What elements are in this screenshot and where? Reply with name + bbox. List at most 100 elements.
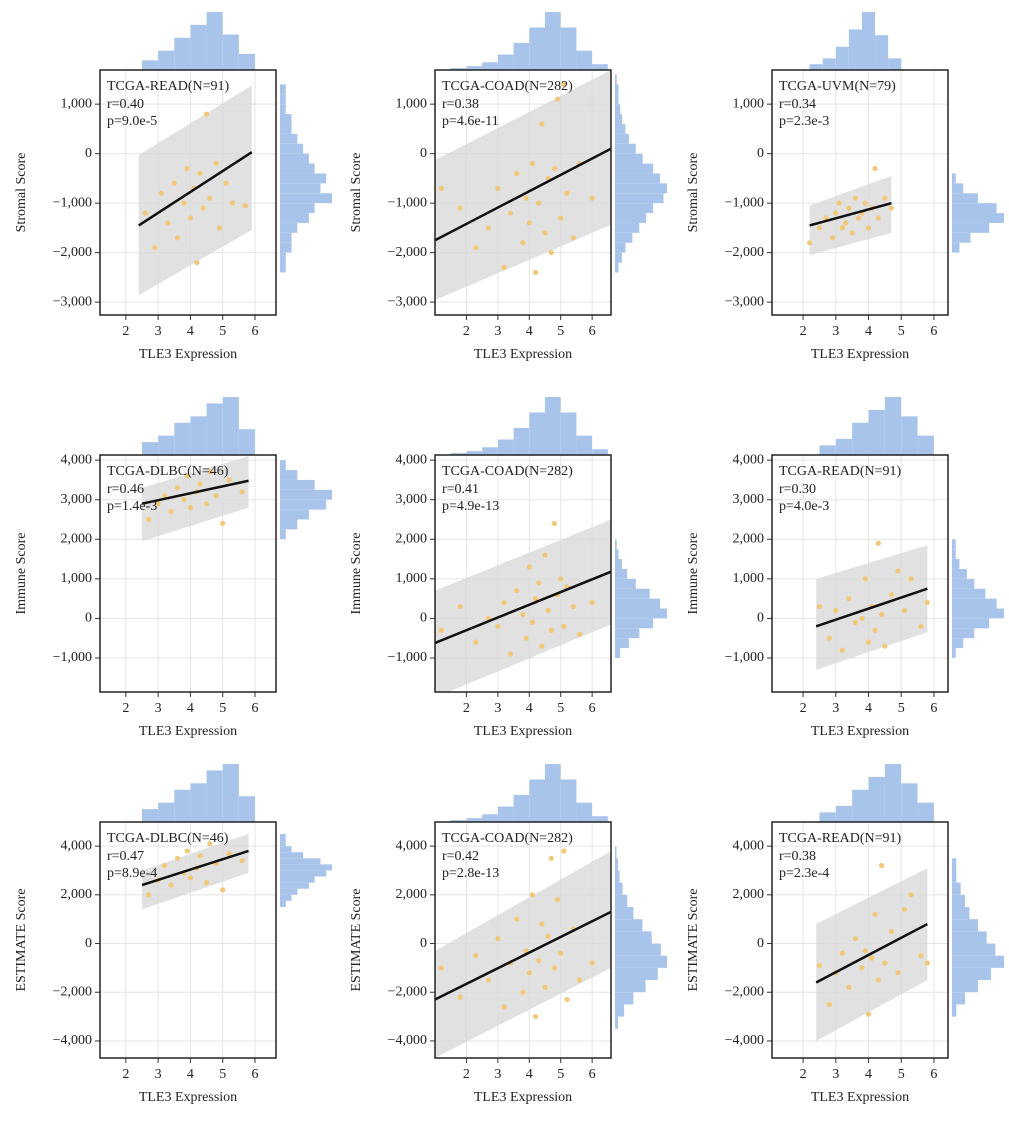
annotation: TCGA-READ(N=91) r=0.38 p=2.3e-4 [779, 831, 902, 881]
x-tick-label: 4 [187, 324, 194, 339]
y-hist-bar [280, 84, 286, 95]
y-hist-bar [280, 529, 286, 540]
point [882, 960, 888, 966]
statistic: p=4.6e-11 [442, 114, 499, 129]
y-hist-bar [952, 955, 1004, 968]
y-hist-bar [615, 882, 623, 895]
point [576, 977, 583, 983]
y-hist-bar [615, 931, 652, 944]
point [849, 230, 855, 236]
y-hist-bar [952, 608, 1004, 619]
x-tick-label: 3 [832, 701, 839, 716]
point [485, 225, 492, 231]
statistic: r=0.40 [107, 97, 144, 112]
x-hist-bar [466, 451, 483, 455]
y-tick-label: 0 [420, 611, 427, 626]
y-hist-bar [615, 618, 654, 629]
panel: 2 3 4 5 6 −1,000 0 1,000 2,000 3,000 4,000 TCGA-DLB… [14, 397, 332, 739]
y-tick-label: 2,000 [61, 887, 93, 902]
point [495, 623, 501, 629]
statistic: p=2.8e-13 [442, 866, 499, 881]
y-tick-label: −1,000 [53, 650, 92, 665]
x-hist-bar [482, 62, 498, 70]
x-tick-label: 5 [898, 701, 905, 716]
y-hist-bar [952, 943, 996, 956]
x-hist-bar [529, 27, 545, 70]
y-hist-bar [280, 114, 292, 124]
x-hist-bar [482, 814, 498, 822]
x-tick-label: 5 [557, 1067, 564, 1082]
y-hist-bar [952, 919, 978, 932]
y-tick-label: 4,000 [396, 452, 428, 467]
y-hist-bar [615, 638, 629, 649]
x-hist-bar [174, 422, 191, 455]
x-hist-bar [158, 50, 175, 70]
y-axis-label: Immune Score [349, 532, 364, 614]
y-hist-bar [615, 608, 667, 619]
point [862, 948, 868, 954]
x-tick-label: 2 [463, 1067, 470, 1082]
confidence-band [435, 519, 611, 692]
regression-line [815, 922, 928, 984]
y-tick-label: −1,000 [725, 195, 764, 210]
y-tick-label: 2,000 [396, 531, 428, 546]
y-hist-bar [615, 84, 619, 95]
x-tick-label: 6 [589, 701, 596, 716]
y-hist-bar [952, 618, 990, 629]
y-hist-bar [615, 133, 629, 144]
point [473, 953, 479, 959]
y-hist-bar [615, 173, 661, 184]
x-tick-label: 2 [800, 324, 807, 339]
y-hist-bar [615, 123, 626, 134]
y-hist-bar [952, 588, 986, 599]
y-hist-bar [615, 539, 617, 550]
statistic: r=0.46 [107, 482, 144, 497]
x-axis-label: TLE3 Expression [474, 724, 572, 739]
panel: 2 3 4 5 6 −1,000 0 1,000 2,000 3,000 4,000 TCGA-COA… [349, 397, 667, 739]
point [473, 639, 479, 645]
x-tick-label: 3 [155, 701, 162, 716]
panel-title: TCGA-DLBC(N=46) [107, 464, 229, 479]
x-tick-label: 2 [122, 701, 129, 716]
plot-frame [771, 821, 949, 1059]
confidence-band [141, 456, 249, 542]
regression-line [138, 151, 253, 227]
y-hist-bar [615, 588, 650, 599]
point [203, 880, 210, 886]
point [924, 960, 930, 966]
plot-frame [99, 69, 277, 316]
x-tick-label: 3 [832, 324, 839, 339]
point [501, 599, 507, 606]
y-hist-bar [952, 906, 970, 920]
point [875, 215, 881, 221]
point [872, 165, 878, 172]
statistic: p=4.9e-13 [442, 499, 499, 514]
x-hist-bar [206, 12, 223, 70]
x-hist-bar [592, 816, 608, 822]
confidence-band [435, 70, 611, 301]
x-hist-bar [206, 403, 223, 455]
y-hist-bar [615, 252, 622, 263]
y-hist-bar [280, 888, 298, 895]
panel: 2 3 4 5 6 −4,000 −2,000 0 2,000 4,000 TCGA-READ(N=… [686, 764, 1004, 1105]
point [171, 180, 177, 186]
point [501, 1004, 507, 1010]
x-tick-label: 3 [155, 324, 162, 339]
point [865, 639, 872, 645]
y-hist-bar [615, 967, 658, 981]
x-hist-bar [238, 53, 256, 70]
regression-line [435, 570, 611, 645]
point [507, 651, 514, 657]
point [589, 960, 595, 966]
y-hist-bar [280, 489, 332, 500]
y-tick-label: 3,000 [61, 492, 93, 507]
y-hist-bar [615, 114, 622, 124]
point [200, 205, 206, 211]
y-hist-bar [615, 870, 620, 883]
point [833, 607, 839, 614]
y-tick-label: 1,000 [396, 96, 428, 111]
y-hist-bar [280, 193, 332, 204]
x-tick-label: 4 [526, 701, 533, 716]
y-axis-label: ESTIMATE Score [14, 888, 29, 991]
point [875, 540, 881, 546]
